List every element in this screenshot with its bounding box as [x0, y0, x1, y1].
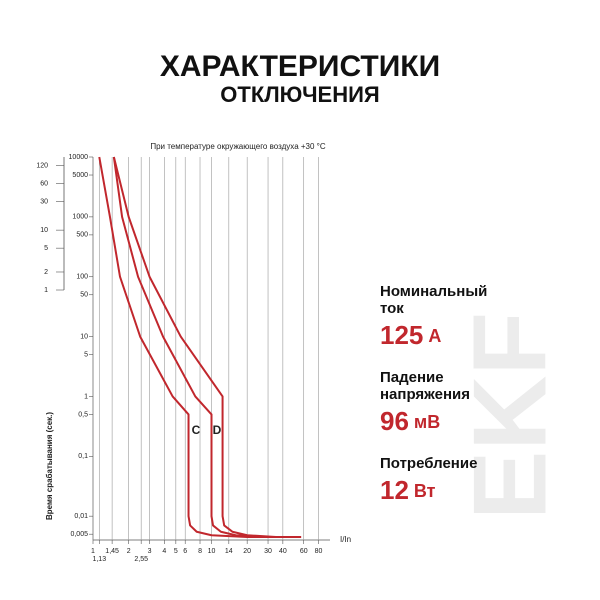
watermark: EKF: [452, 312, 568, 520]
spec-label: Падение: [380, 369, 444, 386]
minute-tick-label: 30: [40, 198, 48, 205]
y-tick-label: 50: [80, 292, 88, 299]
y-tick-label: 1000: [72, 214, 88, 221]
x-tick-label: 4: [162, 548, 166, 555]
y-tick-label: 100: [76, 274, 88, 281]
y-tick-label: 0,1: [78, 453, 88, 460]
x-tick-label: 20: [243, 548, 251, 555]
y-tick-label: 0,5: [78, 411, 88, 418]
spec-value: 12 Вт: [380, 475, 436, 505]
annotation: C: [192, 423, 201, 437]
x-tick-label: 60: [300, 548, 308, 555]
x-tick-label: 3: [148, 548, 152, 555]
minute-tick-label: 60: [40, 180, 48, 187]
minute-tick-label: 2: [44, 269, 48, 276]
y-tick-label: 1: [84, 393, 88, 400]
curve: [112, 156, 302, 538]
y-tick-label: 0,005: [70, 531, 88, 538]
y-axis-title: Время срабатывания (сек.): [45, 412, 54, 520]
y-tick-label: 5000: [72, 172, 88, 179]
spec-label: ток: [380, 300, 404, 317]
curve: [112, 156, 302, 538]
x-tick-label: 6: [183, 548, 187, 555]
chart-title: При температуре окружающего воздуха +30 …: [150, 142, 326, 151]
spec-unit: мВ: [414, 412, 440, 432]
minute-tick-label: 5: [44, 245, 48, 252]
x-tick-label: 40: [279, 548, 287, 555]
x-tick-label: 1,13: [92, 556, 106, 563]
spec-number: 12: [380, 475, 409, 505]
y-tick-label: 500: [76, 232, 88, 239]
spec-label: напряжения: [380, 386, 470, 403]
x-tick-label: 10: [208, 548, 216, 555]
minute-tick-label: 120: [36, 162, 48, 169]
minute-tick-label: 10: [40, 227, 48, 234]
spec-value: 96 мВ: [380, 406, 440, 436]
spec-unit: А: [428, 326, 441, 346]
spec-value: 125 А: [380, 320, 441, 350]
x-tick-label: 80: [315, 548, 323, 555]
y-tick-label: 10000: [69, 154, 89, 161]
spec-label: Потребление: [380, 455, 477, 472]
subtitle: ОТКЛЮЧЕНИЯ: [220, 82, 379, 107]
spec-number: 125: [380, 320, 423, 350]
annotation: D: [213, 423, 222, 437]
y-tick-label: 10: [80, 333, 88, 340]
x-tick-label: 5: [174, 548, 178, 555]
x-axis-title: I/In: [340, 535, 351, 544]
spec-unit: Вт: [414, 481, 436, 501]
x-tick-label: 2: [127, 548, 131, 555]
x-tick-label: 30: [264, 548, 272, 555]
spec-number: 96: [380, 406, 409, 436]
spec-label: Номинальный: [380, 283, 487, 300]
minute-tick-label: 1: [44, 287, 48, 294]
x-tick-label: 1: [91, 548, 95, 555]
curve: [98, 156, 302, 538]
x-tick-label: 1,45: [105, 548, 119, 555]
title: ХАРАКТЕРИСТИКИ: [160, 50, 440, 83]
y-tick-label: 0,01: [74, 513, 88, 520]
x-tick-label: 2,55: [134, 556, 148, 563]
y-tick-label: 5: [84, 351, 88, 358]
x-tick-label: 14: [225, 548, 233, 555]
x-tick-label: 8: [198, 548, 202, 555]
